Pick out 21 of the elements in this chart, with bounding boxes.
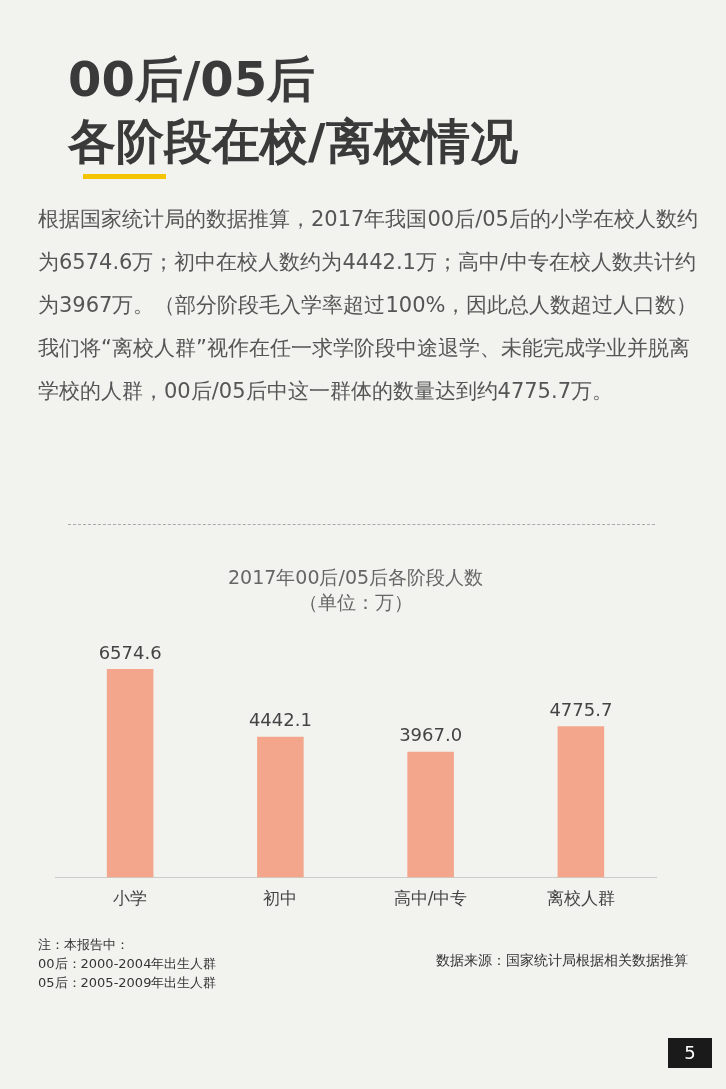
x-tick-label: 小学: [113, 888, 148, 909]
text: 5: [668, 1038, 712, 1068]
text: 注：本报告中： 00后：2000-2004年出生人群 05后：2005-2009年出生人群: [38, 936, 217, 992]
data-label: 4775.7: [549, 698, 613, 720]
text: 00后/05后: [68, 50, 317, 109]
text: 根据国家统计局的数据推算，2017年我国00后/05后的小学在校人数约为6574.6万；初中在校人数约为4442.1万；高中/中专在校人数共计约为3967万。（部分阶段毛入学率超过100%，因此总人数超过人口数）: [38, 206, 698, 319]
source-note: 数据来源：国家统计局根据相关数据推算: [436, 952, 688, 970]
bar: [257, 736, 304, 878]
bar: [106, 669, 154, 878]
data-label: 3967.0: [399, 724, 463, 746]
data-label: 6574.6: [98, 641, 162, 663]
x-tick-label: 离校人群: [546, 888, 615, 909]
text: 各阶段在校/离校情况: [68, 112, 518, 171]
chart-subtitle: （单位：万）: [298, 591, 413, 614]
chart-title: 2017年00后/05后各阶段人数: [227, 566, 484, 589]
x-tick-label: 高中/中专: [393, 888, 468, 909]
text: 我们将“离校人群”视作在任一求学阶段中途退学、未能完成学业并脱离学校的人群，00后/05后中这一群体的数量达到约4775.7万。: [38, 335, 691, 405]
bar: [557, 726, 605, 878]
bar: [407, 751, 454, 878]
x-tick-label: 初中: [263, 888, 298, 909]
data-label: 4442.1: [248, 709, 312, 731]
